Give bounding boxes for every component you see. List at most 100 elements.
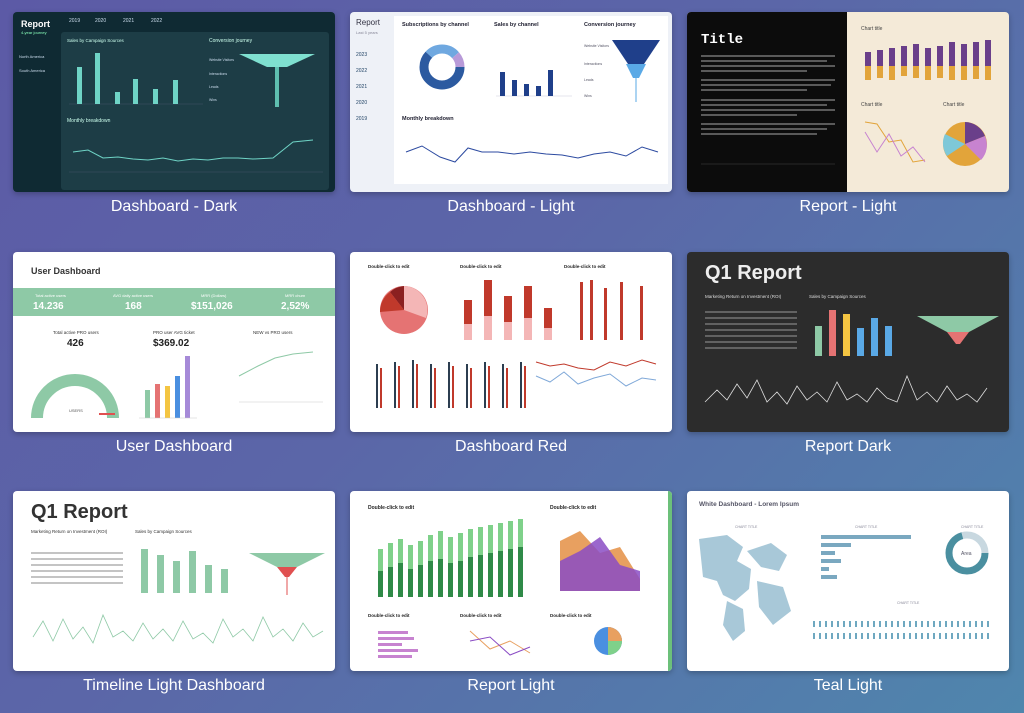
secondary-value: 426 bbox=[67, 338, 84, 349]
panel-title: Double-click to edit bbox=[368, 613, 410, 618]
funnel-label: Website Visitors bbox=[209, 58, 234, 62]
year-item: 2021 bbox=[356, 84, 368, 90]
panel-title: Double-click to edit bbox=[368, 505, 415, 511]
thumbnail-timeline-light: Q1 Report Marketing Return on Investment… bbox=[13, 491, 335, 671]
kpi-value: 168 bbox=[125, 301, 142, 312]
year-item: 2020 bbox=[356, 100, 368, 106]
template-title[interactable]: User Dashboard bbox=[115, 438, 233, 455]
panel-title: Marketing Return on Investment (ROI) bbox=[705, 294, 782, 299]
region-item: North America bbox=[19, 54, 45, 59]
template-card-user-dashboard[interactable]: User Dashboard Total active users 14.236… bbox=[13, 252, 335, 432]
template-title[interactable]: Teal Light bbox=[813, 677, 883, 694]
panel-title: Conversion journey bbox=[584, 22, 636, 28]
kpi-value: $151,026 bbox=[191, 301, 233, 312]
thumb-graphics bbox=[31, 351, 323, 419]
template-card-dashboard-light[interactable]: Report Last 5 years 2023 2022 2021 2020 … bbox=[350, 12, 672, 192]
year-item: 2022 bbox=[356, 68, 368, 74]
thumb-heading: Q1 Report bbox=[705, 262, 802, 284]
year-item: 2023 bbox=[356, 52, 368, 58]
template-title[interactable]: Report Dark bbox=[804, 438, 892, 455]
template-card-report-dark[interactable]: Q1 Report Marketing Return on Investment… bbox=[687, 252, 1009, 432]
thumb-subheading: Last 5 years bbox=[356, 30, 378, 35]
year-tab: 2022 bbox=[151, 18, 163, 24]
donut-label: Area bbox=[961, 551, 972, 557]
kpi-label: Total active users bbox=[35, 293, 66, 298]
funnel-label: Interactions bbox=[584, 62, 603, 66]
thumb-graphics bbox=[69, 53, 323, 173]
template-card-teal-light[interactable]: White Dashboard - Lorem Ipsum CHART TITL… bbox=[687, 491, 1009, 671]
funnel-label: Interactions bbox=[209, 72, 228, 76]
thumbnail-user-dashboard: User Dashboard Total active users 14.236… bbox=[13, 252, 335, 432]
secondary-label: PRO user AVG ticket bbox=[153, 330, 195, 335]
funnel-label: Wins bbox=[209, 98, 217, 102]
panel-title: CHART TITLE bbox=[961, 525, 984, 529]
funnel-label: Leads bbox=[584, 78, 594, 82]
thumb-heading: Report bbox=[21, 19, 50, 29]
template-title[interactable]: Dashboard - Dark bbox=[110, 198, 238, 215]
kpi-label: MRR churn bbox=[285, 293, 306, 298]
kpi-label: AVG daily active users bbox=[113, 293, 153, 298]
thumb-heading: User Dashboard bbox=[31, 266, 101, 276]
thumbnail-report-light: Title Chart title Chart title Cha bbox=[687, 12, 1009, 192]
region-item: South America bbox=[19, 68, 46, 73]
thumb-graphics bbox=[405, 40, 660, 163]
thumb-graphics bbox=[704, 310, 999, 405]
funnel-label: Website Visitors bbox=[584, 44, 609, 48]
panel-title: Subscriptions by channel bbox=[402, 22, 469, 28]
thumb-graphics bbox=[378, 519, 640, 658]
thumb-subheading: 4-year journey bbox=[21, 30, 47, 35]
panel-title: Double-click to edit bbox=[460, 613, 502, 618]
panel-title: CHART TITLE bbox=[855, 525, 878, 529]
thumb-heading: Report bbox=[356, 18, 381, 27]
thumb-heading: Title bbox=[701, 32, 744, 48]
template-card-dashboard-red[interactable]: Double-click to edit Double-click to edi… bbox=[350, 252, 672, 432]
thumb-heading: Q1 Report bbox=[31, 501, 128, 523]
secondary-label: NEW vs PRO users bbox=[253, 330, 293, 335]
panel-title: Double-click to edit bbox=[550, 505, 597, 511]
year-item: 2019 bbox=[356, 116, 368, 122]
panel-title: Double-click to edit bbox=[550, 613, 592, 618]
funnel-label: Leads bbox=[209, 85, 219, 89]
template-title[interactable]: Timeline Light Dashboard bbox=[83, 677, 265, 694]
year-tab: 2021 bbox=[123, 18, 135, 24]
gauge-label: USERS bbox=[69, 408, 83, 413]
panel-title: Sales by Campaign Sources bbox=[67, 38, 124, 43]
panel-title: Chart title bbox=[861, 26, 883, 32]
secondary-label: Total active PRO users bbox=[53, 330, 99, 335]
template-card-dashboard-dark[interactable]: Report 4-year journey 2019 2020 2021 202… bbox=[13, 12, 335, 192]
panel-title: Double-click to edit bbox=[564, 264, 606, 269]
template-card-report-light[interactable]: Title Chart title Chart title Cha bbox=[687, 12, 1009, 192]
year-tab: 2019 bbox=[69, 18, 81, 24]
thumb-heading: White Dashboard - Lorem Ipsum bbox=[699, 501, 800, 508]
year-tab: 2020 bbox=[95, 18, 107, 24]
panel-title: CHART TITLE bbox=[897, 601, 920, 605]
secondary-value: $369.02 bbox=[153, 338, 190, 349]
thumbnail-teal-light: White Dashboard - Lorem Ipsum CHART TITL… bbox=[687, 491, 1009, 671]
template-card-report-light-2[interactable]: Double-click to edit Double-click to edi… bbox=[350, 491, 672, 671]
template-title[interactable]: Report - Light bbox=[799, 198, 897, 215]
thumbnail-report-dark: Q1 Report Marketing Return on Investment… bbox=[687, 252, 1009, 432]
panel-title: Marketing Return on Investment (ROI) bbox=[31, 529, 108, 534]
template-card-timeline-light[interactable]: Q1 Report Marketing Return on Investment… bbox=[13, 491, 335, 671]
panel-title: Chart title bbox=[943, 102, 965, 108]
thumb-graphics bbox=[701, 40, 991, 166]
panel-title: Chart title bbox=[861, 102, 883, 108]
panel-title: CHART TITLE bbox=[735, 525, 758, 529]
kpi-value: 14.236 bbox=[33, 301, 64, 312]
panel-title: Sales by Campaign Sources bbox=[809, 294, 866, 299]
template-title[interactable]: Dashboard - Light bbox=[447, 198, 575, 215]
thumbnail-dashboard-red: Double-click to edit Double-click to edi… bbox=[350, 252, 672, 432]
thumb-graphics bbox=[31, 549, 325, 644]
funnel-label: Wins bbox=[584, 94, 592, 98]
panel-title: Monthly breakdown bbox=[402, 116, 454, 122]
panel-title: Double-click to edit bbox=[368, 264, 410, 269]
thumbnail-dashboard-dark: Report 4-year journey 2019 2020 2021 202… bbox=[13, 12, 335, 192]
panel-title: Sales by Campaign Sources bbox=[135, 529, 192, 534]
thumb-graphics bbox=[699, 531, 989, 641]
kpi-label: MRR (Dollars) bbox=[201, 293, 227, 298]
template-title[interactable]: Dashboard Red bbox=[454, 438, 568, 455]
panel-title: Conversion journey bbox=[209, 38, 253, 44]
panel-title: Monthly breakdown bbox=[67, 118, 111, 124]
thumbnail-report-light-2: Double-click to edit Double-click to edi… bbox=[350, 491, 672, 671]
template-title[interactable]: Report Light bbox=[467, 677, 555, 694]
